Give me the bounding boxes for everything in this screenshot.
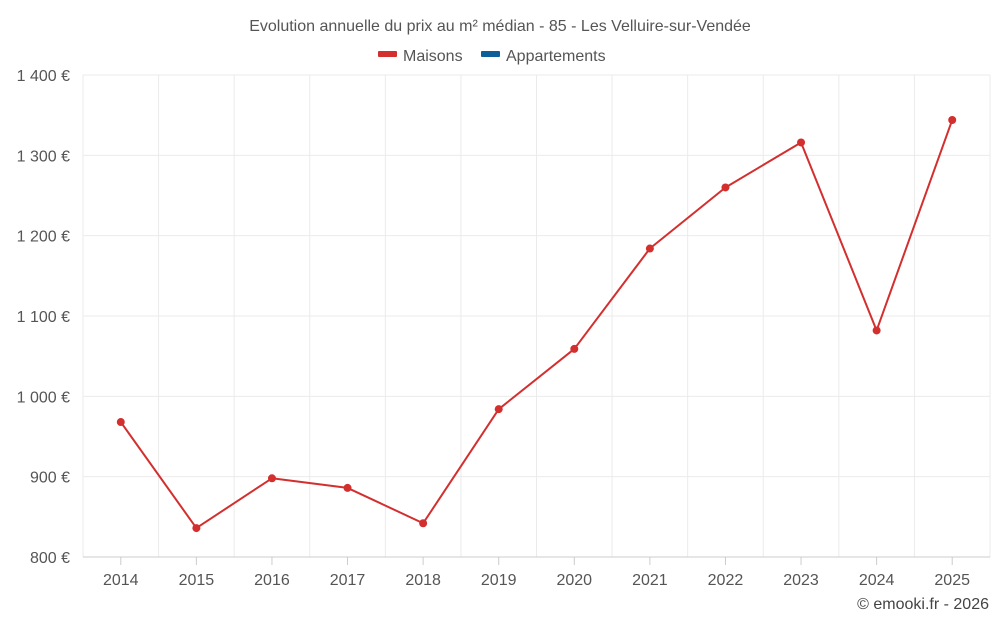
x-tick-label: 2016: [254, 572, 290, 589]
data-point-maisons-2022[interactable]: [721, 183, 730, 192]
data-point-maisons-2024[interactable]: [872, 326, 881, 335]
x-tick-label: 2023: [783, 572, 819, 589]
data-point-maisons-2017[interactable]: [343, 483, 352, 492]
x-tick-label: 2024: [859, 572, 895, 589]
y-tick-label: 1 400 €: [17, 68, 70, 85]
legend-swatch-appartements: [481, 51, 500, 57]
x-tick-label: 2015: [179, 572, 215, 589]
legend-label-appartements: Appartements: [506, 48, 606, 65]
data-point-maisons-2018[interactable]: [419, 519, 428, 528]
x-tick-label: 2022: [708, 572, 744, 589]
data-point-maisons-2023[interactable]: [797, 138, 806, 147]
y-tick-label: 1 100 €: [17, 309, 70, 326]
chart-legend: Maisons Appartements: [378, 48, 606, 65]
legend-item-appartements[interactable]: Appartements: [481, 48, 606, 65]
data-point-maisons-2020[interactable]: [570, 344, 579, 353]
y-tick-label: 1 300 €: [17, 148, 70, 165]
data-point-maisons-2021[interactable]: [645, 244, 654, 253]
data-point-maisons-2014[interactable]: [116, 418, 125, 427]
data-point-maisons-2015[interactable]: [192, 524, 201, 533]
y-tick-label: 1 200 €: [17, 229, 70, 246]
legend-swatch-maisons: [378, 51, 397, 57]
y-tick-label: 900 €: [30, 470, 70, 487]
y-tick-label: 1 000 €: [17, 389, 70, 406]
legend-item-maisons[interactable]: Maisons: [378, 48, 463, 65]
x-tick-label: 2019: [481, 572, 517, 589]
x-tick-label: 2014: [103, 572, 139, 589]
x-tick-label: 2020: [556, 572, 592, 589]
data-point-maisons-2016[interactable]: [267, 474, 276, 483]
x-tick-label: 2017: [330, 572, 366, 589]
credit-text: © emooki.fr - 2026: [857, 596, 989, 613]
y-tick-label: 800 €: [30, 550, 70, 567]
x-tick-label: 2021: [632, 572, 668, 589]
x-tick-label: 2025: [934, 572, 970, 589]
legend-label-maisons: Maisons: [403, 48, 463, 65]
series-line-maisons: [119, 119, 954, 530]
chart-title: Evolution annuelle du prix au m² médian …: [249, 18, 751, 35]
x-tick-label: 2018: [405, 572, 441, 589]
data-point-maisons-2025[interactable]: [948, 115, 957, 124]
data-point-maisons-2019[interactable]: [494, 405, 503, 414]
